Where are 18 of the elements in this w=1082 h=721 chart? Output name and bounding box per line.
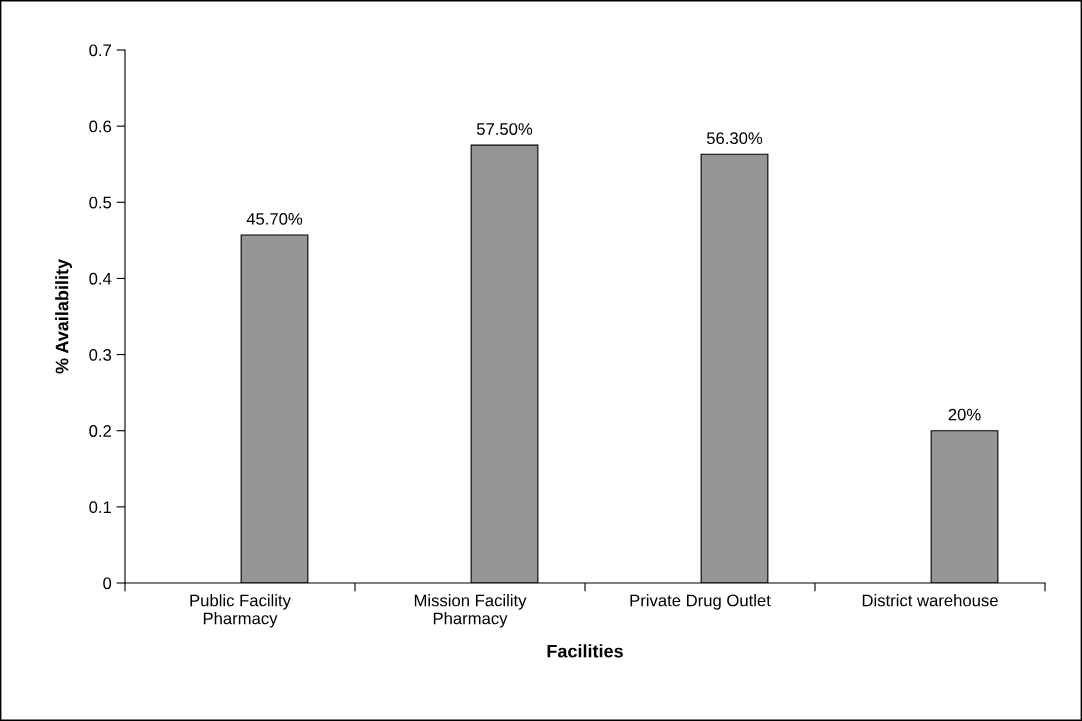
y-tick-label: 0.2: [89, 425, 111, 437]
data-label: 20%: [948, 408, 981, 421]
y-tick-label: 0.6: [89, 120, 112, 133]
y-tick-label: 0.5: [89, 196, 112, 209]
x-tick-label: Mission Facility Pharmacy: [414, 594, 527, 628]
x-tick-label: Public Facility Pharmacy: [190, 594, 291, 628]
y-tick-label: 0: [103, 577, 112, 590]
data-label: 57.50%: [476, 123, 533, 135]
x-tick-label: Private Drug Outlet: [630, 594, 771, 610]
y-axis-title: % Availability: [55, 259, 72, 374]
x-tick-label: District warehouse: [862, 594, 998, 607]
data-label: 45.70%: [246, 212, 303, 225]
y-tick-label: 0.7: [89, 44, 111, 57]
y-tick-label: 0.4: [89, 272, 112, 285]
data-label: 56.30%: [706, 132, 763, 145]
x-axis-title: Facilities: [547, 644, 623, 658]
y-tick-label: 0.3: [89, 348, 112, 361]
y-tick-label: 0.1: [89, 501, 111, 514]
